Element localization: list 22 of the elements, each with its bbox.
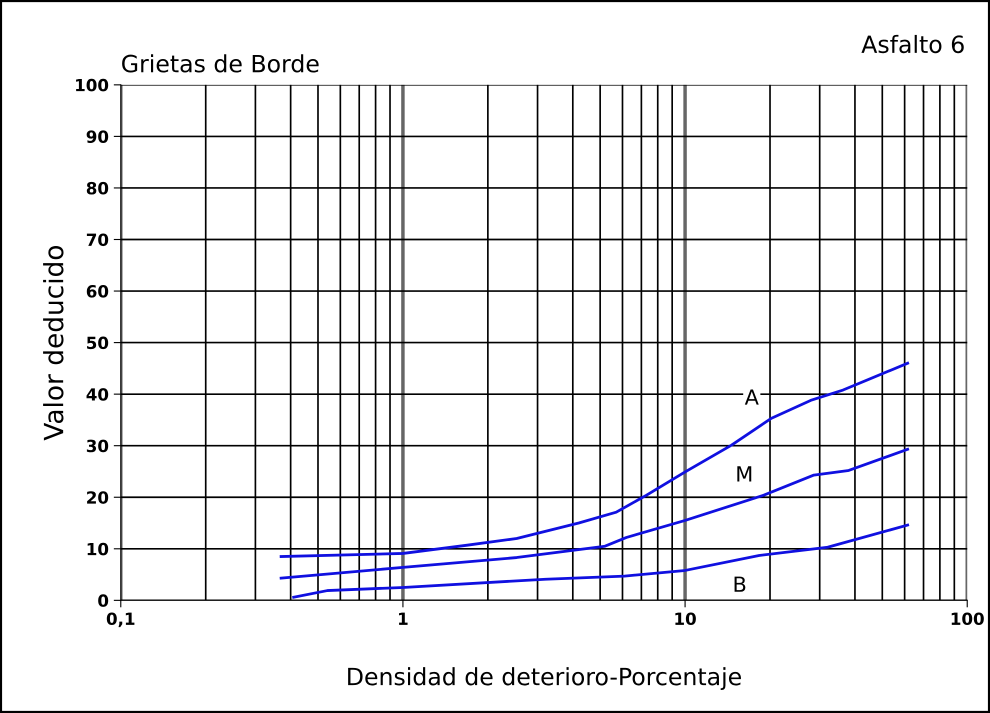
x-tick-label: 1 bbox=[399, 612, 408, 625]
y-tick-label: 30 bbox=[86, 440, 108, 452]
series-label: A bbox=[744, 389, 759, 405]
y-tick-label: 20 bbox=[87, 491, 108, 504]
x-tick-label: 0,1 bbox=[106, 612, 134, 628]
y-tick-label: 60 bbox=[86, 285, 108, 298]
y-tick-label: 40 bbox=[86, 388, 108, 401]
x-tick-label: 10 bbox=[675, 612, 696, 626]
x-axis-title: Densidad de deterioro-Porcentaje bbox=[348, 667, 741, 690]
x-tick-label: 100 bbox=[952, 612, 984, 626]
y-axis-title: Valor deducido bbox=[43, 246, 64, 440]
y-tick-label: 10 bbox=[88, 542, 108, 556]
y-tick-label: 50 bbox=[87, 336, 108, 350]
chart-title: Grietas de Borde bbox=[122, 54, 319, 73]
y-tick-label: 0 bbox=[98, 594, 108, 607]
y-tick-label: 80 bbox=[86, 182, 108, 195]
chart-subtitle: Asfalto 6 bbox=[861, 34, 964, 54]
series-label: B bbox=[734, 576, 746, 592]
y-tick-label: 70 bbox=[86, 233, 108, 246]
y-tick-label: 90 bbox=[86, 130, 108, 143]
y-tick-label: 100 bbox=[76, 78, 108, 92]
series-label: M bbox=[737, 466, 752, 482]
